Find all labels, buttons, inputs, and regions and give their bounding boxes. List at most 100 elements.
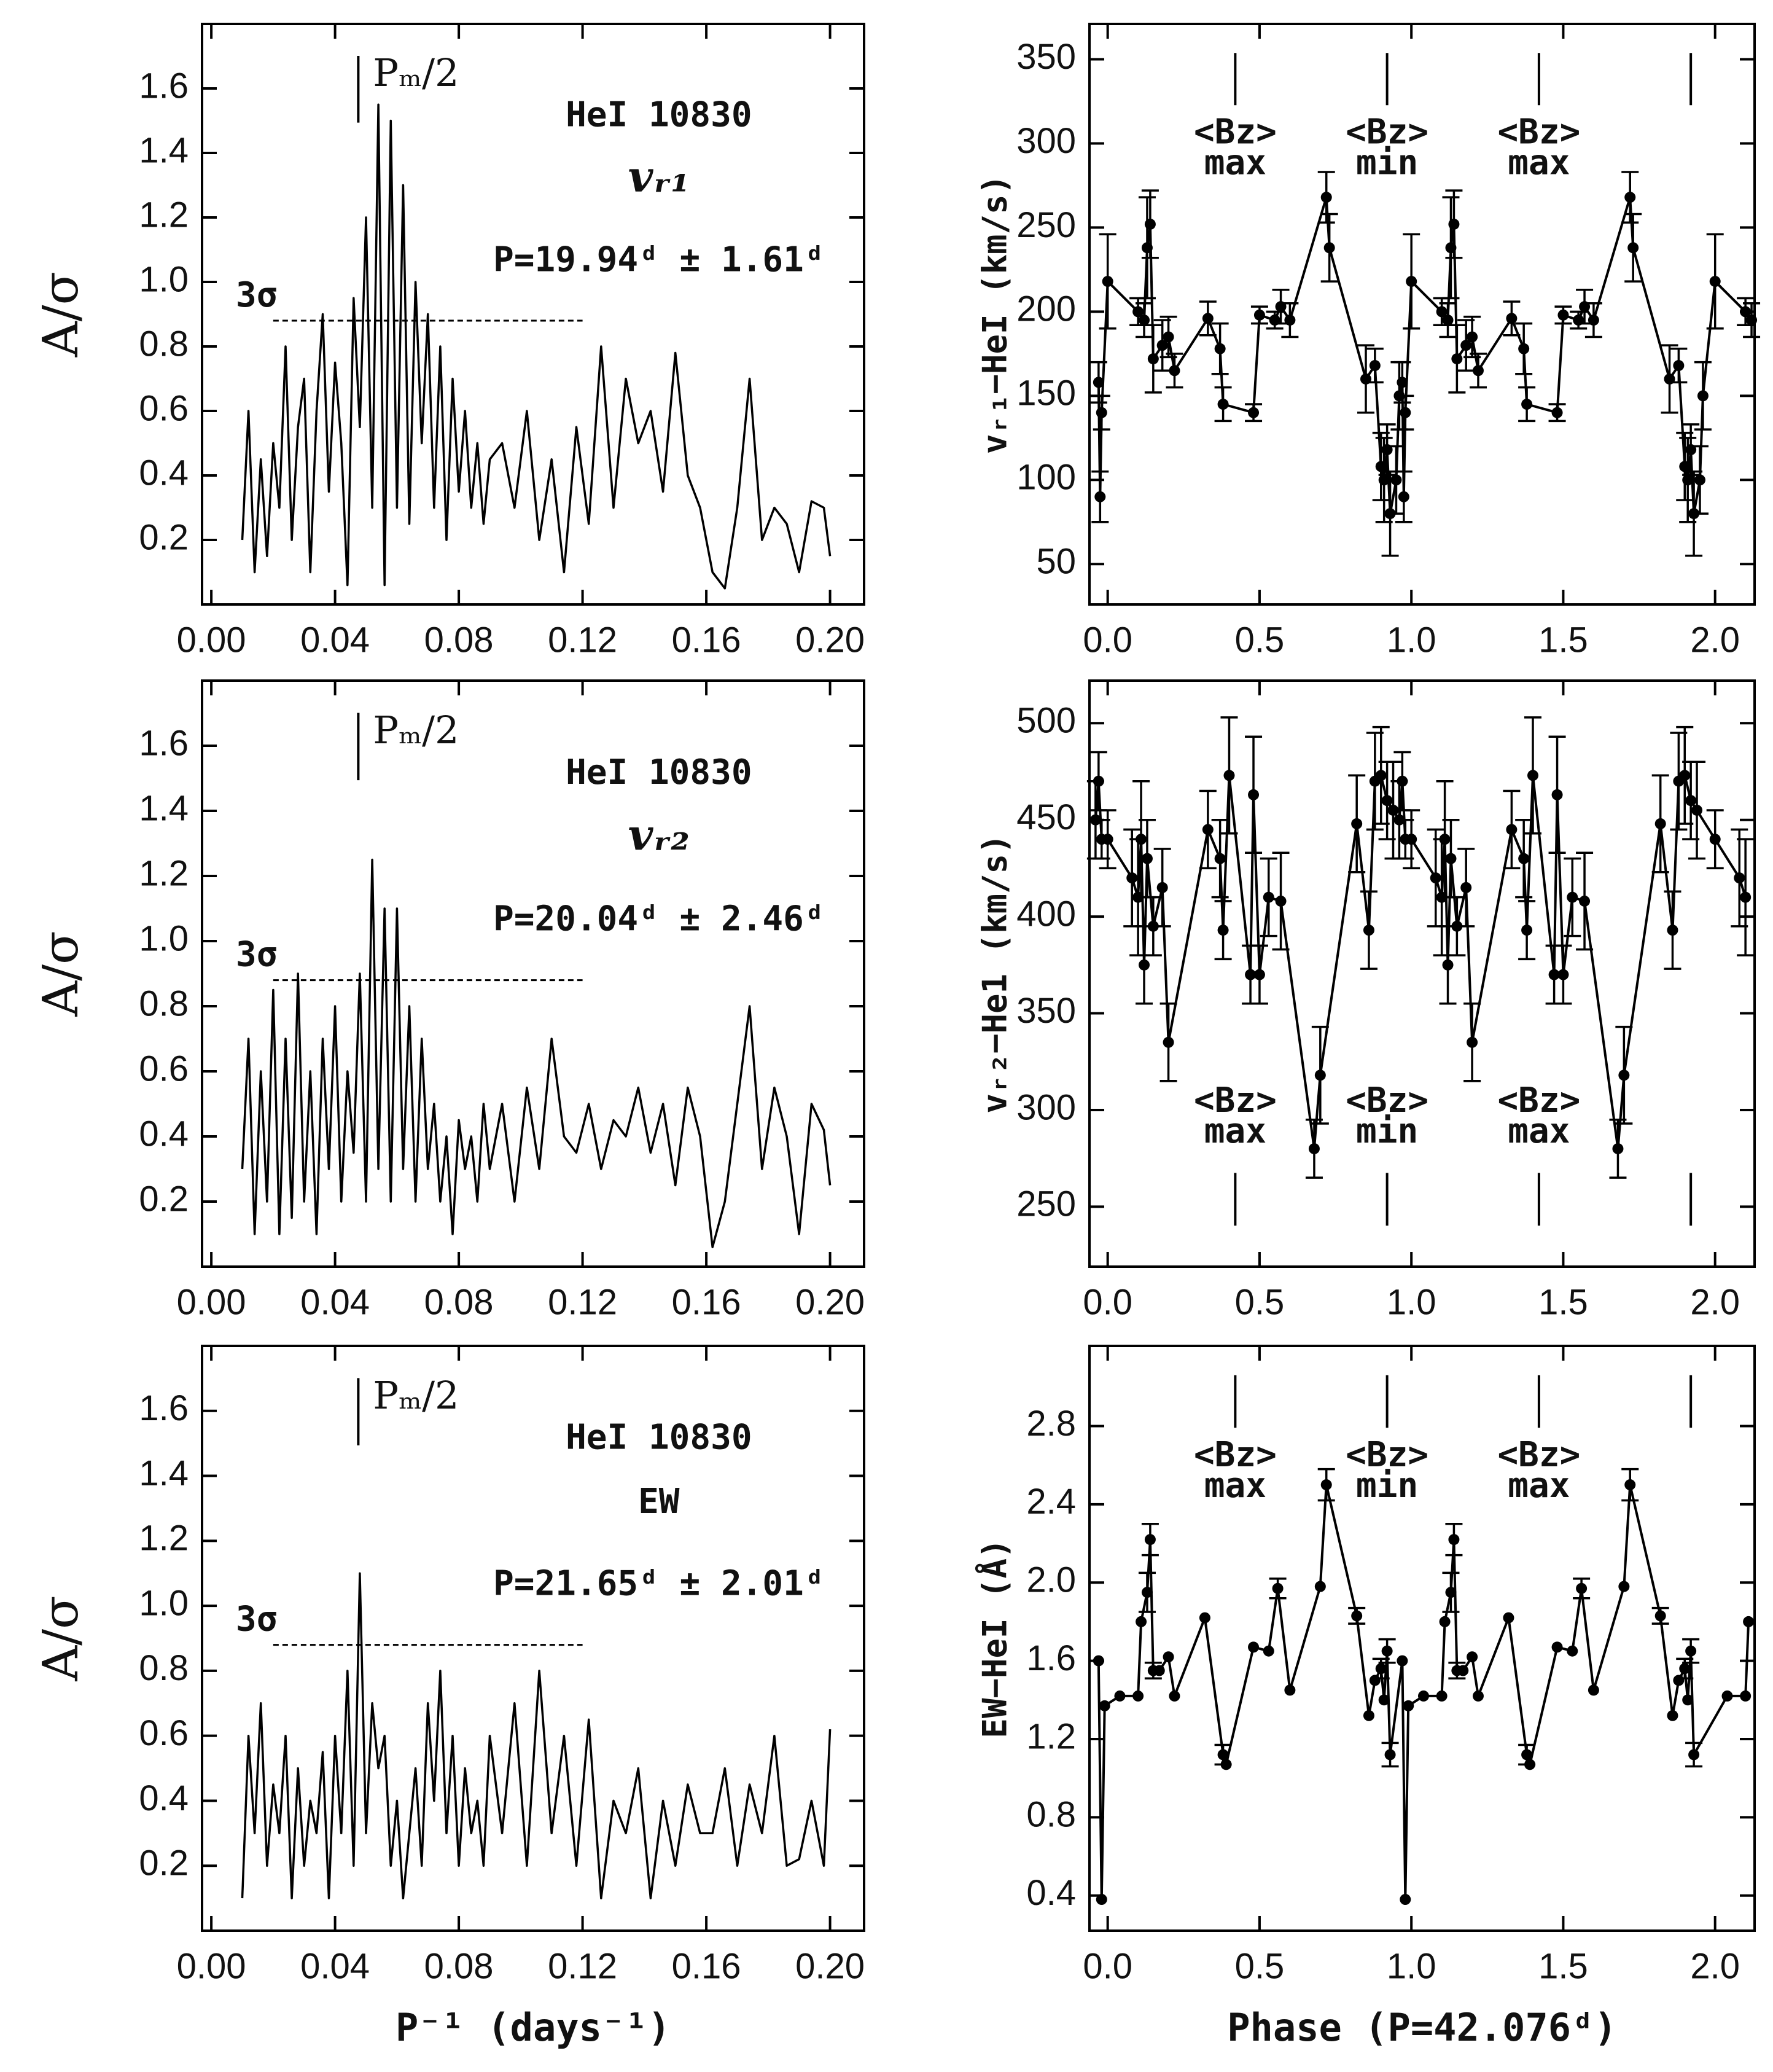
data-point <box>1679 770 1691 781</box>
data-point <box>1430 872 1441 884</box>
data-point <box>1442 315 1454 326</box>
x-tick-label: 0.04 <box>300 1282 370 1322</box>
bz-label: <Bz> <box>1346 1435 1428 1475</box>
data-point <box>1141 1587 1153 1598</box>
y-tick-label: 1.2 <box>139 195 189 235</box>
plot-frame <box>201 23 865 606</box>
data-point <box>1618 1581 1630 1592</box>
x-tick-label: 0.0 <box>1083 1946 1132 1986</box>
data-point <box>1248 789 1260 800</box>
x-tick-label: 0.08 <box>424 620 494 660</box>
bz-extremum: max <box>1508 143 1570 183</box>
panel-annotation: HeI 10830 <box>566 753 752 792</box>
data-point <box>1400 1894 1411 1906</box>
x-tick-label: 0.5 <box>1235 620 1285 660</box>
data-point <box>1363 925 1374 936</box>
data-point <box>1740 1690 1752 1702</box>
y-tick-label: 0.6 <box>139 388 189 428</box>
y-tick-label: 0.2 <box>139 1843 189 1883</box>
y-tick-label: 1.2 <box>139 853 189 893</box>
data-point <box>1551 789 1563 800</box>
data-point <box>1576 1582 1588 1594</box>
plot-frame <box>1088 23 1756 606</box>
y-tick-label: 100 <box>1016 458 1076 498</box>
data-point <box>1169 365 1180 377</box>
data-point <box>1275 895 1287 907</box>
data-point <box>1144 218 1156 230</box>
data-point <box>1451 920 1463 932</box>
bz-label: <Bz> <box>1497 1435 1580 1475</box>
data-point <box>1351 1610 1363 1622</box>
data-point <box>1624 1479 1636 1491</box>
data-point <box>1612 1143 1624 1154</box>
data-point <box>1697 390 1709 402</box>
y-tick-label: 300 <box>1016 121 1076 161</box>
bz-extremum: max <box>1204 1466 1266 1506</box>
data-point <box>1518 853 1530 864</box>
data-point <box>1093 775 1104 787</box>
data-point <box>1141 853 1153 864</box>
data-point <box>1667 925 1678 936</box>
data-point <box>1217 925 1229 936</box>
y-tick-label: 1.6 <box>139 723 189 763</box>
panel-annotation: EW <box>638 1482 680 1522</box>
data-point <box>1527 770 1538 781</box>
panel-annotation: vᵣ₂ <box>628 810 690 861</box>
data-point <box>1147 353 1159 365</box>
data-point <box>1400 407 1411 418</box>
data-point <box>1567 891 1578 903</box>
y-tick-label: 2.0 <box>1026 1560 1076 1600</box>
data-point <box>1096 1894 1107 1906</box>
data-point <box>1557 969 1569 980</box>
data-point <box>1369 360 1381 372</box>
data-point <box>1094 491 1106 502</box>
x-tick-label: 0.12 <box>548 620 617 660</box>
data-point <box>1220 1759 1232 1770</box>
bz-extremum: max <box>1508 1111 1570 1151</box>
data-point <box>1673 360 1685 372</box>
bz-label: <Bz> <box>1194 112 1277 152</box>
data-point <box>1093 377 1104 388</box>
data-point <box>1284 1684 1296 1696</box>
data-point <box>1467 1651 1478 1663</box>
x-tick-label: 0.04 <box>300 620 370 660</box>
data-point <box>1521 925 1533 936</box>
data-point <box>1248 1641 1260 1653</box>
y-tick-label: 0.4 <box>139 1778 189 1818</box>
data-point <box>1709 276 1721 287</box>
data-point <box>1381 1645 1393 1657</box>
data-point <box>1654 1610 1666 1622</box>
data-point <box>1363 1710 1374 1721</box>
data-point <box>1460 340 1472 351</box>
data-point <box>1673 1675 1685 1686</box>
data-point <box>1721 1690 1733 1702</box>
data-point <box>1314 1069 1326 1081</box>
data-point <box>1153 1665 1165 1676</box>
period-marker-label: Pₘ/2 <box>373 1373 459 1418</box>
data-point <box>1551 1641 1563 1653</box>
data-point <box>1445 1587 1457 1598</box>
data-point <box>1439 834 1451 845</box>
plot-frame <box>1088 679 1756 1268</box>
data-point <box>1390 474 1402 486</box>
data-point <box>1548 969 1560 980</box>
data-point <box>1351 818 1363 829</box>
x-tick-label: 0.20 <box>795 1946 865 1986</box>
x-tick-label: 0.00 <box>177 1282 246 1322</box>
y-axis-label: A/σ <box>32 1595 89 1681</box>
data-point <box>1521 399 1533 410</box>
y-tick-label: 200 <box>1016 289 1076 329</box>
data-point <box>1467 331 1478 343</box>
data-point <box>1163 1651 1174 1663</box>
data-point <box>1740 306 1752 318</box>
x-tick-label: 0.04 <box>300 1946 370 1986</box>
plot-frame <box>201 679 865 1268</box>
data-point <box>1442 959 1454 971</box>
bz-extremum: min <box>1356 143 1418 183</box>
y-tick-label: 0.6 <box>139 1049 189 1089</box>
data-point <box>1163 1036 1174 1048</box>
data-point <box>1099 1700 1110 1711</box>
data-point <box>1448 1534 1460 1546</box>
y-tick-label: 1.6 <box>139 1388 189 1428</box>
